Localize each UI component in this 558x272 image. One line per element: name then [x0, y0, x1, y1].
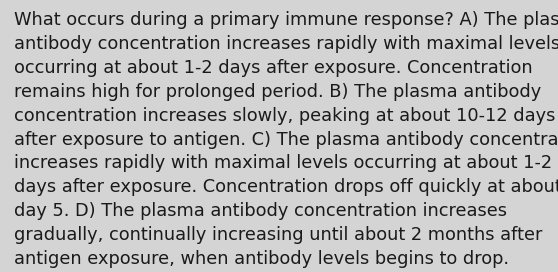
Text: remains high for prolonged period. B) The plasma antibody: remains high for prolonged period. B) Th… — [14, 83, 541, 101]
Text: occurring at about 1-2 days after exposure. Concentration: occurring at about 1-2 days after exposu… — [14, 59, 532, 77]
Text: antibody concentration increases rapidly with maximal levels: antibody concentration increases rapidly… — [14, 35, 558, 53]
Text: day 5. D) The plasma antibody concentration increases: day 5. D) The plasma antibody concentrat… — [14, 202, 507, 220]
Text: increases rapidly with maximal levels occurring at about 1-2: increases rapidly with maximal levels oc… — [14, 154, 552, 172]
Text: antigen exposure, when antibody levels begins to drop.: antigen exposure, when antibody levels b… — [14, 250, 509, 268]
Text: after exposure to antigen. C) The plasma antibody concentration: after exposure to antigen. C) The plasma… — [14, 131, 558, 149]
Text: days after exposure. Concentration drops off quickly at about: days after exposure. Concentration drops… — [14, 178, 558, 196]
Text: gradually, continually increasing until about 2 months after: gradually, continually increasing until … — [14, 226, 542, 244]
Text: What occurs during a primary immune response? A) The plasma: What occurs during a primary immune resp… — [14, 11, 558, 29]
Text: concentration increases slowly, peaking at about 10-12 days: concentration increases slowly, peaking … — [14, 107, 555, 125]
